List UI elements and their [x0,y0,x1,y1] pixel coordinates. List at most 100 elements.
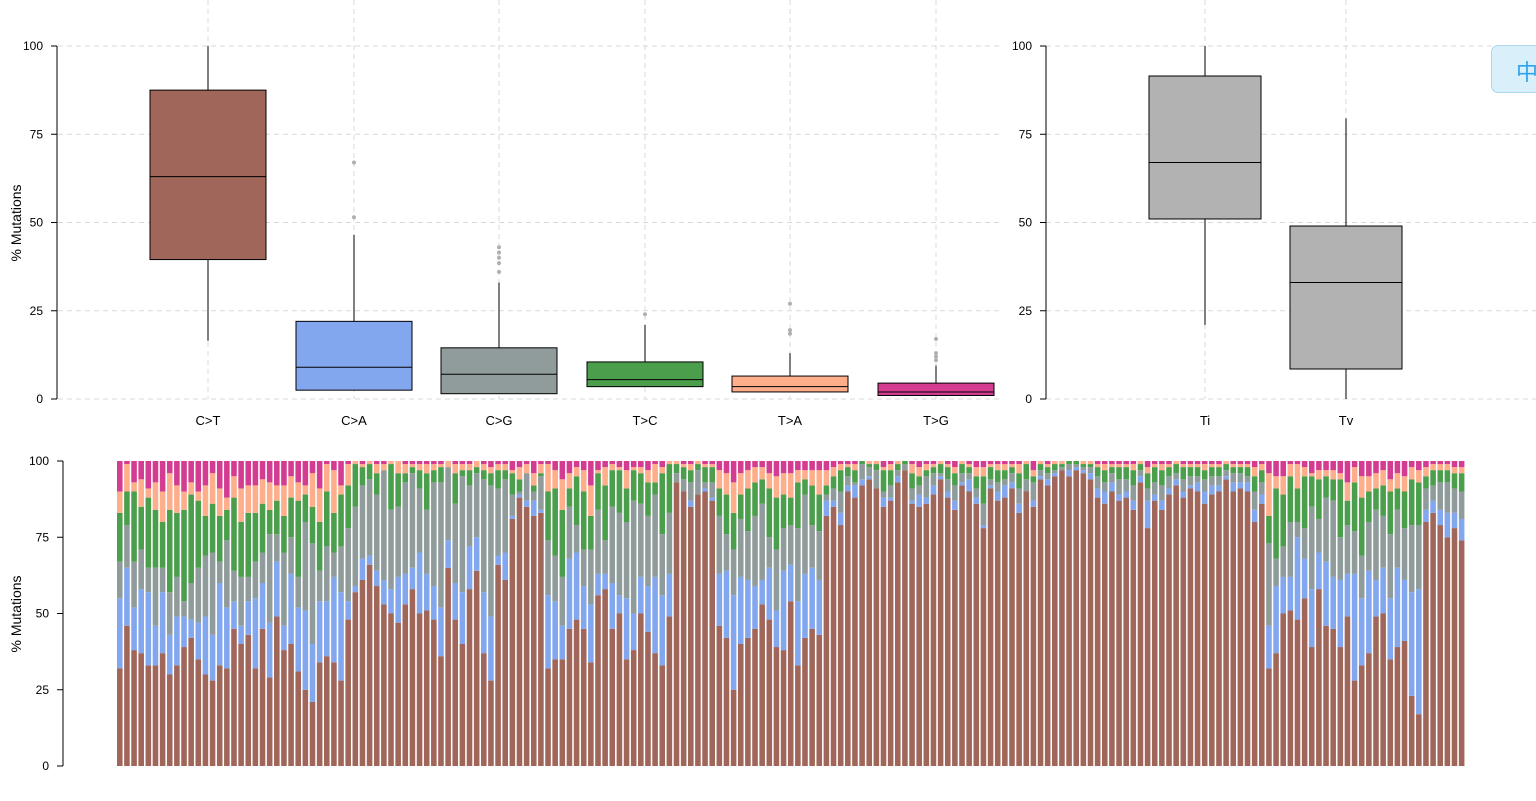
bar-segment [616,470,623,513]
bar-segment [759,467,765,480]
bar-segment [645,482,651,516]
bar-segment [809,470,815,486]
bar-segment [1237,461,1244,465]
bar-segment [944,497,951,766]
bar-segment [680,491,687,766]
bar-segment [530,500,537,516]
bar-segment [1358,598,1365,666]
bar-segment [980,525,987,529]
bar-segment [573,619,580,766]
bar-segment [138,549,144,590]
bar-segment [1144,467,1151,474]
bar-segment [302,522,309,611]
bar-segment [274,616,280,766]
bar-segment [359,461,366,465]
bar-segment [1373,473,1379,489]
snv-y-tick-label: 50 [30,216,44,230]
snv-outlier-point [934,354,938,359]
bar-segment [438,482,444,608]
bar-segment [509,461,516,471]
bar-segment [152,509,159,568]
bar-segment [309,701,316,766]
bar-segment [502,461,508,465]
bar-segment [1344,525,1351,574]
bar-segment [1373,509,1379,580]
bar-segment [1151,461,1158,465]
bar-segment [609,470,616,507]
bar-segment [552,555,558,602]
bar-segment [866,479,873,766]
bar-segment [1330,500,1336,577]
bar-segment [937,461,944,465]
bar-segment [666,464,673,513]
bar-segment [1116,464,1122,468]
bar-segment [409,567,416,590]
bar-segment [716,515,723,574]
bar-segment [787,525,794,565]
bar-segment [252,512,259,562]
bar-segment [281,650,287,766]
bar-segment [1059,470,1065,766]
bar-segment [616,512,623,596]
bar-segment [266,482,273,510]
bar-segment [1387,534,1394,599]
bar-segment [752,628,758,766]
bar-segment [1094,467,1101,477]
bar-segment [1030,470,1037,477]
bar-segment [388,589,394,614]
bar-segment [666,461,673,465]
bar-segment [516,479,523,492]
bar-segment [1280,476,1286,495]
bar-segment [138,479,144,507]
bar-segment [630,461,637,468]
bar-segment [345,461,351,465]
bar-segment [638,503,644,577]
bar-segment [816,461,823,471]
bar-segment [473,537,480,571]
bar-segment [1166,494,1172,766]
bar-segment [1401,461,1408,477]
bar-segment [823,494,830,501]
bar-segment [923,464,930,471]
bar-y-tick-label: 75 [36,530,50,544]
bar-segment [1387,659,1394,766]
bar-segment [595,461,601,471]
bar-segment [645,631,651,766]
bar-segment [1251,522,1258,766]
bar-segment [381,604,387,766]
bar-segment [338,592,344,681]
bar-segment [331,576,337,663]
bar-segment [880,491,887,498]
bar-segment [1216,464,1222,468]
bar-segment [1316,518,1322,553]
bar-segment [994,464,1001,471]
bar-segment [1087,461,1094,465]
bar-segment [894,476,901,483]
bar-segment [373,570,380,587]
bar-segment [488,616,494,681]
bar-segment [588,549,594,605]
bar-segment [252,668,259,766]
bar-segment [1287,522,1294,577]
translate-button[interactable]: 中 [1491,45,1536,93]
bar-segment [259,461,266,480]
bar-segment [1244,467,1251,477]
bar-segment [1259,464,1265,471]
snv-category-label: C>G [485,413,512,428]
bar-segment [852,461,858,465]
bar-segment [745,531,751,580]
bar-segment [352,592,359,766]
bar-segment [638,613,644,766]
bar-segment [1201,461,1208,465]
bar-segment [166,674,173,766]
bar-segment [1009,461,1015,465]
bar-segment [245,634,252,766]
bar-segment [395,576,401,623]
bar-segment [923,470,930,477]
bar-segment [1408,479,1415,526]
bar-segment [730,595,737,690]
bar-segment [1380,515,1386,568]
bar-segment [259,552,266,583]
bar-segment [245,576,252,602]
bar-segment [795,482,801,529]
